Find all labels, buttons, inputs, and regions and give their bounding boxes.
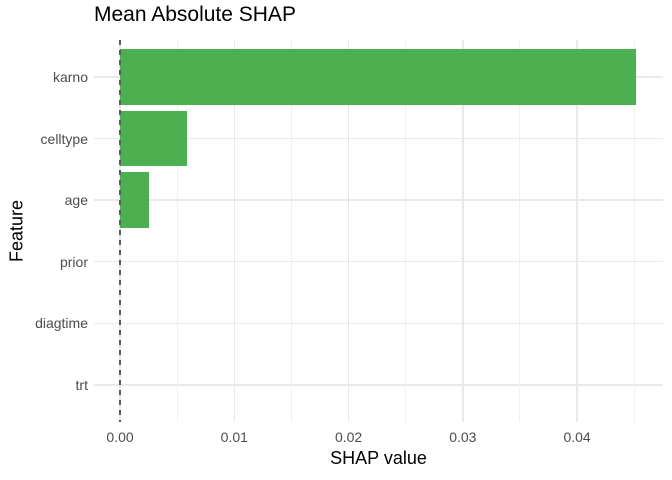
gridline-row-prior <box>94 261 663 263</box>
minor-gridline <box>519 40 521 422</box>
bar-karno <box>120 49 637 105</box>
y-tick-label-trt: trt <box>75 377 88 394</box>
plot-panel <box>94 40 663 422</box>
y-tick-label-diagtime: diagtime <box>35 315 88 332</box>
minor-gridline <box>405 40 407 422</box>
gridline-row-diagtime <box>94 322 663 325</box>
major-gridline-0.02 <box>347 40 350 422</box>
bar-age <box>120 172 149 228</box>
y-tick-label-age: age <box>64 192 88 209</box>
x-tick-label-0.00: 0.00 <box>106 429 134 445</box>
gridline-row-trt <box>94 384 663 386</box>
minor-gridline <box>290 40 292 422</box>
gridline-row-age <box>94 199 663 201</box>
x-axis-title: SHAP value <box>330 448 427 468</box>
major-gridline-0.04 <box>576 40 578 422</box>
y-tick-label-celltype: celltype <box>40 130 88 147</box>
x-tick-label-0.03: 0.03 <box>449 429 477 445</box>
major-gridline-0.03 <box>462 40 464 422</box>
y-tick-label-karno: karno <box>52 68 88 85</box>
minor-gridline <box>176 40 178 422</box>
x-tick-label-0.04: 0.04 <box>563 429 591 445</box>
chart-title: Mean Absolute SHAP <box>94 3 296 26</box>
x-tick-label-0.01: 0.01 <box>220 429 248 445</box>
minor-gridline <box>633 40 635 422</box>
gridline-row-celltype <box>94 137 663 140</box>
x-tick-label-0.02: 0.02 <box>334 429 363 445</box>
y-tick-label-prior: prior <box>59 253 88 270</box>
bar-celltype <box>120 110 188 167</box>
zero-reference-line <box>119 40 122 422</box>
major-gridline-0.01 <box>233 40 235 422</box>
